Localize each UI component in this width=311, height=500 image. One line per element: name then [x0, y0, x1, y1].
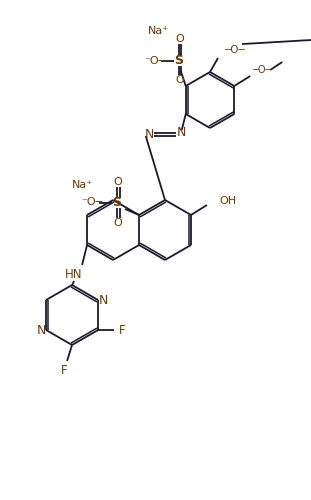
Text: Na⁺: Na⁺: [148, 26, 169, 36]
Text: S: S: [174, 54, 183, 68]
Text: O: O: [175, 34, 184, 44]
Text: Na⁺: Na⁺: [72, 180, 93, 190]
Text: OH: OH: [219, 196, 236, 206]
Text: ⁻O─: ⁻O─: [81, 197, 103, 207]
Text: S: S: [113, 196, 122, 209]
Text: O: O: [175, 75, 184, 85]
Text: O: O: [114, 218, 123, 228]
Text: F: F: [119, 324, 125, 336]
Text: ─O─: ─O─: [253, 65, 272, 75]
Text: F: F: [61, 364, 67, 376]
Text: N: N: [145, 128, 155, 141]
Text: N: N: [177, 126, 186, 140]
Text: HN: HN: [65, 268, 83, 281]
Text: N: N: [98, 294, 108, 306]
Text: ⁻O─: ⁻O─: [144, 56, 165, 66]
Text: O: O: [114, 177, 123, 187]
Text: ─O─: ─O─: [224, 45, 245, 55]
Text: N: N: [36, 324, 46, 336]
